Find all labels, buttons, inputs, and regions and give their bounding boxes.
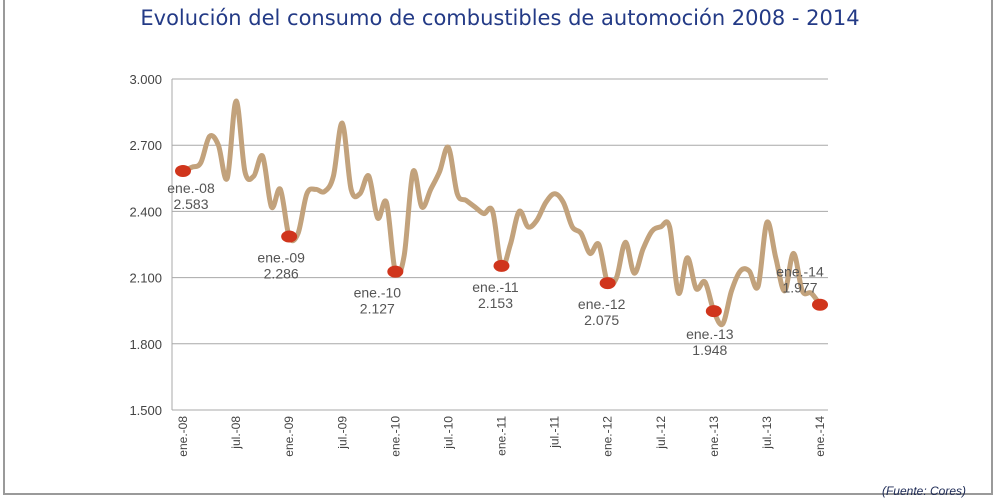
x-tick-label: jul.-13 [760,416,774,450]
y-tick-label: 2.400 [129,204,162,219]
annotation-value: 2.286 [264,266,299,282]
annotation-label: ene.-12 [578,296,626,312]
x-tick-label: ene.-12 [601,416,615,457]
data-point-marker [812,298,828,311]
data-point-marker [387,265,404,278]
x-tick-label: jul.-11 [548,416,562,449]
x-tick-label: jul.-12 [654,416,668,450]
annotation-label: ene.-08 [167,180,215,196]
y-tick-label: 2.700 [129,138,162,153]
x-tick-label: ene.-09 [282,416,296,457]
data-point-marker [493,259,510,272]
data-point-marker [705,305,722,318]
source-note: (Fuente: Cores) [881,484,966,498]
x-tick-label: ene.-10 [388,416,402,457]
x-tick-label: ene.-11 [495,416,509,456]
x-tick-label: ene.-08 [176,416,190,457]
x-tick-label: jul.-09 [335,416,349,450]
x-tick-label: ene.-14 [813,416,827,457]
y-tick-label: 3.000 [129,72,162,87]
y-tick-label: 1.500 [129,403,162,418]
frame [3,0,993,495]
annotation-value: 2.583 [173,196,208,212]
x-tick-label: jul.-08 [229,416,243,450]
data-point-marker [599,277,616,290]
annotation-value: 2.075 [584,312,619,328]
chart-title: Evolución del consumo de combustibles de… [140,6,860,30]
y-tick-label: 2.100 [129,271,162,286]
annotation-value: 1.948 [692,342,727,358]
annotation-value: 2.127 [360,301,395,317]
annotation-label: ene.-09 [257,250,305,266]
x-tick-label: ene.-13 [707,416,721,457]
annotation-label: ene.-13 [686,326,734,342]
annotation-label: ene.-14 [776,264,824,280]
data-point-marker [281,230,298,243]
annotation-label: ene.-10 [354,285,402,301]
annotation-label: ene.-11 [472,279,519,295]
annotation-value: 2.153 [478,295,513,311]
y-tick-label: 1.800 [129,337,162,352]
data-point-marker [175,165,191,178]
annotation-value: 1.977 [782,280,817,296]
x-tick-label: jul.-10 [441,416,455,450]
